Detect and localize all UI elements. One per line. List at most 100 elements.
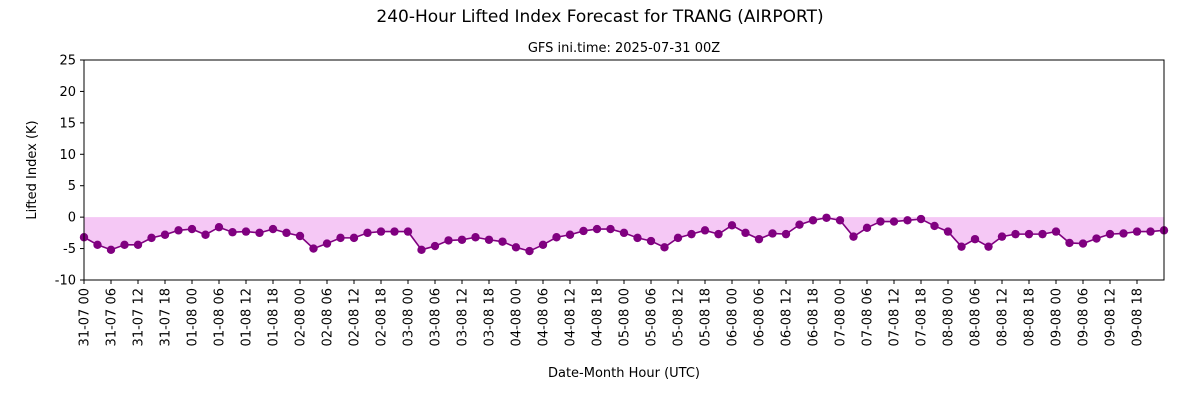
y-tick-label: 0 [68,211,76,226]
x-tick-label: 02-08 00 [294,288,309,346]
data-point [997,232,1007,241]
data-point [309,244,318,253]
x-tick-label: 01-08 12 [240,288,255,346]
data-point [336,233,345,243]
data-point [322,239,332,248]
data-point [646,236,656,246]
data-point [970,234,980,244]
data-point [363,228,372,238]
x-tick-label: 01-08 06 [213,288,228,346]
data-point [903,216,912,225]
data-point [1024,229,1034,239]
data-point [93,240,102,249]
data-point [673,233,683,243]
data-point [187,224,197,234]
data-point [430,241,440,251]
y-tick-label: -10 [55,274,76,289]
x-tick-label: 08-08 12 [996,288,1011,346]
data-point [1105,229,1115,239]
data-point [943,227,953,236]
x-tick-label: 31-07 18 [159,288,174,346]
data-point [1065,238,1074,248]
data-point [282,228,291,238]
data-point [1051,227,1061,236]
data-point [417,245,426,255]
data-point [147,233,156,243]
data-point [484,235,494,244]
data-point [471,233,480,242]
y-tick-label: 20 [59,85,76,100]
data-point [552,233,561,242]
data-point [754,234,764,244]
x-tick-label: 05-08 06 [645,288,660,346]
data-point [633,233,642,243]
data-point [579,226,588,236]
data-point [822,213,831,222]
data-point [795,220,804,229]
data-point [1038,229,1047,239]
y-tick-label: 15 [59,116,76,131]
x-tick-label: 04-08 00 [510,288,525,346]
data-point [1132,227,1142,236]
data-point [255,228,264,238]
x-tick-label: 01-08 00 [186,288,201,346]
x-tick-label: 03-08 00 [402,288,417,346]
data-point [498,237,507,246]
x-tick-label: 06-08 18 [807,288,822,346]
x-tick-label: 04-08 06 [537,288,552,346]
x-tick-label: 08-08 00 [942,288,957,346]
data-point [768,229,777,238]
data-point [106,245,116,255]
data-point [214,223,224,232]
x-tick-label: 31-07 06 [105,288,120,346]
x-tick-label: 09-08 00 [1050,288,1065,346]
data-point [390,227,399,236]
data-point [160,230,170,239]
plot-area [79,213,1169,256]
x-tick-label: 09-08 12 [1104,288,1119,346]
axes: -10 -5 0 5 10 15 20 25 31-07 00 31-07 06 31-07 12 3… [55,54,1165,346]
data-point [444,236,453,245]
negative-fill-area [84,217,1164,252]
x-tick-label: 31-07 00 [78,288,93,346]
data-point [930,221,939,231]
data-point [201,230,210,239]
data-point [700,226,710,235]
data-point [1078,239,1088,248]
data-point [511,243,521,252]
data-point [808,216,818,225]
data-point [889,217,899,226]
x-tick-label: 03-08 18 [483,288,498,346]
data-point [376,227,386,236]
data-point [727,221,737,230]
data-point [849,232,858,241]
data-point [538,240,548,249]
data-point [876,217,885,226]
data-point [781,229,791,239]
data-point [120,240,129,249]
x-tick-label: 05-08 18 [699,288,714,346]
data-point [349,233,359,243]
data-point [457,235,467,244]
x-tick-label: 07-08 18 [915,288,930,346]
y-tick-label: 25 [59,54,76,69]
data-point [862,223,872,233]
x-tick-label: 02-08 12 [348,288,363,346]
data-point [1119,229,1128,238]
x-tick-label: 07-08 12 [888,288,903,346]
x-tick-label: 06-08 06 [753,288,768,346]
x-tick-label: 09-08 06 [1077,288,1092,346]
data-point [241,227,251,236]
data-point [174,226,183,235]
data-point [268,224,278,234]
x-tick-label: 05-08 00 [618,288,633,346]
data-point [714,229,723,239]
data-point [1146,227,1155,236]
x-tick-label: 05-08 12 [672,288,687,346]
x-tick-label: 02-08 06 [321,288,336,346]
data-point [228,228,237,237]
x-tick-label: 31-07 12 [132,288,147,346]
data-point [984,242,993,251]
x-tick-label: 06-08 00 [726,288,741,346]
data-point [660,243,669,252]
